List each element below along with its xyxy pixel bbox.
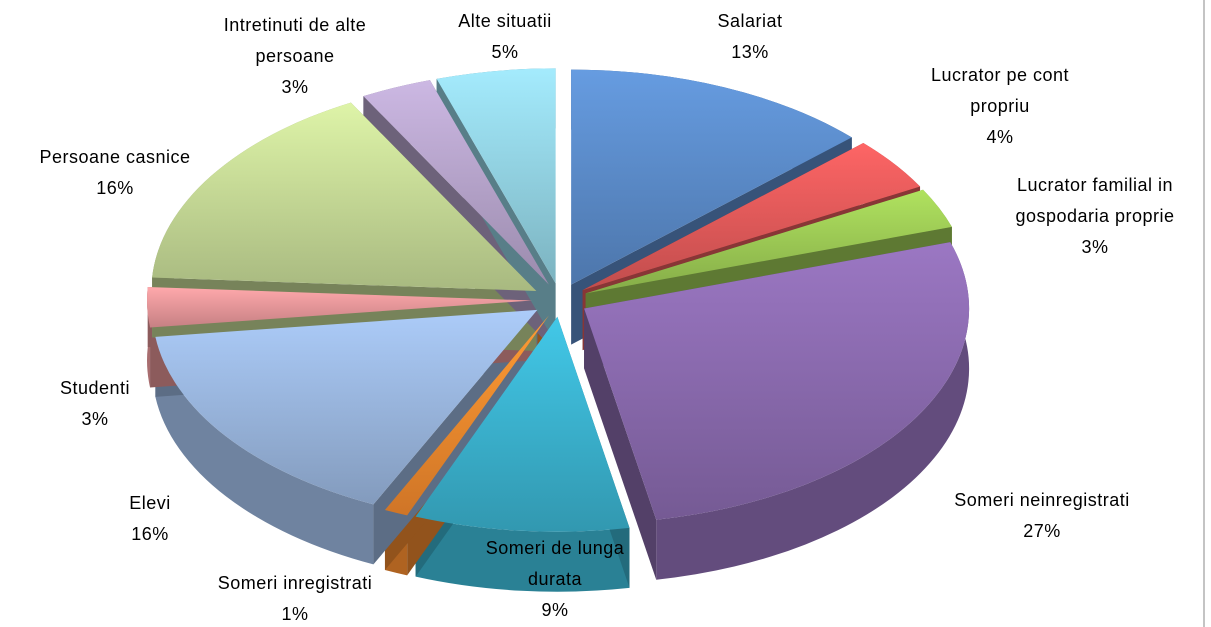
slice-label: Studenti 3% xyxy=(45,373,145,435)
value-label: 3% xyxy=(81,409,109,429)
slice-label: Persoane casnice 16% xyxy=(5,142,225,204)
slice-label: Alte situatii 5% xyxy=(440,6,570,68)
slice-label: Someri de lunga durata 9% xyxy=(470,533,640,626)
slice-wall xyxy=(584,308,657,580)
value-label: 4% xyxy=(986,127,1014,147)
slice xyxy=(155,309,538,505)
slice-label: Elevi 16% xyxy=(110,488,190,550)
value-label: 16% xyxy=(131,524,169,544)
slice xyxy=(582,142,921,291)
category-label: Elevi xyxy=(129,493,171,513)
value-label: 13% xyxy=(731,42,769,62)
slice-label: Lucrator familial in gospodaria proprie 3… xyxy=(980,170,1210,263)
category-label: Alte situatii xyxy=(458,11,552,31)
value-label: 5% xyxy=(491,42,519,62)
category-label: Lucrator pe cont propriu xyxy=(930,65,1070,116)
slice xyxy=(585,189,952,294)
slice-side xyxy=(155,336,374,565)
slice xyxy=(415,316,630,532)
slice xyxy=(147,287,533,328)
slice-tops xyxy=(147,68,970,532)
slice xyxy=(584,242,970,520)
category-label: Salariat xyxy=(717,11,783,31)
slice-label: Lucrator pe cont propriu 4% xyxy=(905,60,1095,153)
category-label: Someri de lunga durata xyxy=(485,538,625,589)
category-label: Persoane casnice xyxy=(39,147,191,167)
category-label: Studenti xyxy=(59,378,131,398)
value-label: 3% xyxy=(1081,237,1109,257)
slice-label: Intretinuti de alte persoane 3% xyxy=(200,10,390,103)
slice xyxy=(436,68,556,284)
slice-label: Someri inregistrati 1% xyxy=(190,568,400,627)
slice-side xyxy=(656,242,970,580)
slice-side xyxy=(415,516,630,592)
category-label: Someri neinregistrati xyxy=(954,490,1130,510)
value-label: 3% xyxy=(281,77,309,97)
slice xyxy=(363,80,549,285)
category-label: Someri inregistrati xyxy=(217,573,373,593)
slice xyxy=(152,102,537,291)
value-label: 9% xyxy=(541,600,569,620)
value-label: 16% xyxy=(96,178,134,198)
slice-label: Someri neinregistrati 27% xyxy=(922,485,1162,547)
slice-label: Salariat 13% xyxy=(690,6,810,68)
category-label: Lucrator familial in gospodaria proprie xyxy=(1015,175,1175,226)
value-label: 1% xyxy=(281,604,309,624)
slice xyxy=(571,69,852,285)
value-label: 27% xyxy=(1023,521,1061,541)
category-label: Intretinuti de alte persoane xyxy=(223,15,367,66)
slice xyxy=(384,315,549,516)
